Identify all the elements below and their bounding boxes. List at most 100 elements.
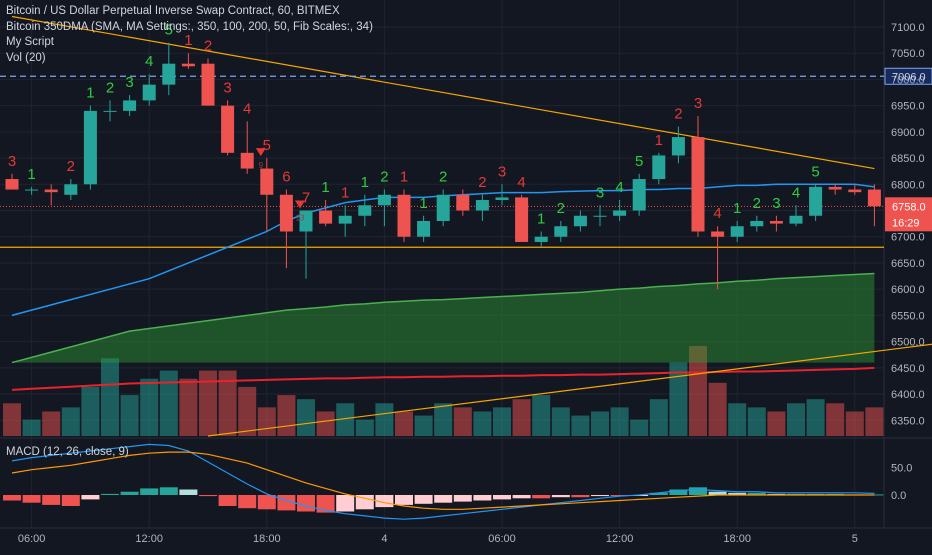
volume-bar — [571, 415, 590, 436]
macd-histogram-bar — [22, 495, 41, 503]
candle-body — [260, 168, 274, 195]
candle-body — [613, 210, 627, 216]
countdown-text: 16:29 — [892, 217, 920, 229]
td-sequential-label: 4 — [713, 205, 721, 222]
sell-marker-label: 9 — [259, 161, 264, 170]
macd-histogram-bar — [708, 491, 727, 495]
volume-bar — [806, 399, 825, 436]
last-price-text: 6758.0 — [892, 201, 926, 213]
candle-body — [358, 205, 372, 216]
td-sequential-label: 1 — [341, 184, 349, 201]
volume-bar — [493, 407, 511, 436]
last-price-tag — [885, 197, 932, 232]
candle-body — [123, 100, 137, 111]
macd-histogram-bar — [140, 488, 159, 495]
macd-histogram-bar — [434, 495, 453, 503]
td-sequential-label: 4 — [517, 174, 525, 191]
indicator-volume-label[interactable]: Vol (20) — [6, 51, 46, 64]
volume-bar — [179, 378, 198, 436]
candle-body — [593, 215, 607, 217]
candle-body — [691, 137, 705, 232]
td-sequential-label: 2 — [67, 158, 75, 175]
price-axis-label: 6350.0 — [891, 415, 925, 427]
macd-histogram-bar — [473, 495, 492, 501]
volume-bar — [277, 395, 296, 436]
td-sequential-label: 2 — [204, 37, 212, 54]
sell-arrow-icon — [295, 200, 305, 209]
td-sequential-label: 1 — [184, 32, 192, 49]
volume-bar — [708, 382, 727, 436]
macd-axis-label: 0.0 — [891, 490, 906, 502]
time-axis-label: 12:00 — [135, 533, 163, 545]
indicator-myscript-label[interactable]: My Script — [6, 36, 54, 48]
candle-body — [652, 155, 666, 180]
volume-bar — [630, 419, 649, 436]
time-axis-label: 5 — [852, 533, 858, 545]
price-axis-label: 6950.0 — [891, 101, 925, 113]
volume-bar — [355, 419, 374, 436]
indicator-350dma-label[interactable]: Bitcoin 350DMA (SMA, MA Settings:, 350, … — [6, 20, 373, 33]
volume-bar — [865, 407, 884, 436]
td-sequential-label: 5 — [263, 137, 271, 154]
macd-line — [11, 443, 875, 520]
volume-bar — [767, 411, 786, 436]
sell-arrow-icon — [255, 148, 266, 157]
candle-body — [103, 110, 117, 112]
candle-body — [338, 215, 352, 224]
time-axis-label: 4 — [381, 533, 387, 545]
macd-axis-label: 50.0 — [891, 463, 912, 475]
volume-bar — [218, 370, 237, 436]
chart-title[interactable]: Bitcoin / US Dollar Perpetual Inverse Sw… — [6, 5, 340, 17]
volume-bar — [610, 407, 629, 436]
macd-histogram-bar — [375, 495, 394, 508]
volume-bar — [826, 403, 845, 436]
td-sequential-label: 5 — [811, 163, 819, 180]
td-sequential-label: 4 — [792, 184, 800, 201]
td-sequential-label: 1 — [27, 166, 35, 183]
price-axis-label: 6900.0 — [891, 127, 925, 139]
volume-bar — [238, 386, 257, 436]
td-sequential-label: 3 — [772, 195, 780, 212]
macd-signal-line — [11, 451, 875, 510]
candle-body — [201, 63, 215, 106]
macd-histogram-bar — [42, 495, 61, 505]
volume-bar — [434, 403, 453, 436]
price-axis-label: 6700.0 — [891, 232, 925, 244]
td-sequential-label: 2 — [557, 200, 565, 217]
macd-histogram-bar — [101, 493, 119, 495]
candle-body — [632, 179, 646, 211]
td-sequential-label: 2 — [106, 79, 114, 96]
macd-legend[interactable]: MACD (12, 26, close, 9) — [6, 446, 129, 458]
td-sequential-label: 1 — [86, 85, 94, 102]
macd-histogram-bar — [355, 495, 374, 510]
volume-bar — [101, 358, 119, 436]
price-axis-label: 7050.0 — [891, 48, 925, 60]
volume-bar — [453, 407, 472, 436]
resistance-trendline — [11, 15, 875, 170]
candle-body — [809, 186, 823, 216]
macd-histogram-bar — [728, 492, 747, 495]
macd-histogram-bar — [159, 487, 178, 495]
td-sequential-label: 2 — [674, 106, 682, 123]
volume-bar — [532, 395, 551, 436]
price-axis-label: 6650.0 — [891, 258, 925, 270]
macd-histogram-bar — [453, 495, 472, 502]
price-axis-label: 6400.0 — [891, 389, 925, 401]
candle-body — [515, 197, 529, 242]
candle-body — [25, 189, 39, 191]
volume-bar — [512, 399, 531, 436]
price-axis-label: 6500.0 — [891, 337, 925, 349]
price-axis-label: 6450.0 — [891, 363, 925, 375]
candle-body — [534, 236, 548, 242]
time-axis-label: 12:00 — [606, 533, 634, 545]
candle-body — [730, 226, 744, 237]
volume-bar — [551, 407, 570, 436]
candle-body — [769, 221, 783, 224]
candle-body — [417, 221, 431, 237]
candle-body — [475, 200, 489, 211]
td-sequential-label: 3 — [694, 95, 702, 112]
price-axis-label: 7100.0 — [891, 22, 925, 34]
candle-body — [142, 84, 156, 101]
